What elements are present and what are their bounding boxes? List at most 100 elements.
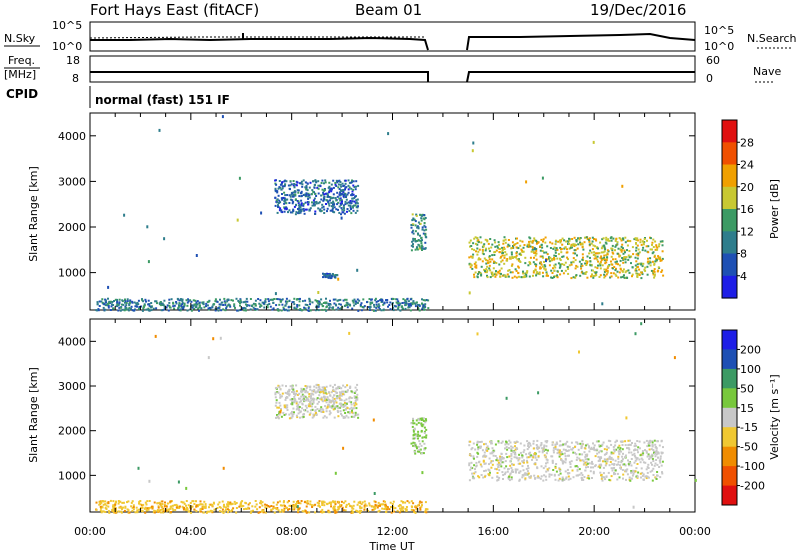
data-cell bbox=[596, 448, 599, 451]
data-cell bbox=[474, 468, 476, 471]
data-cell bbox=[540, 442, 543, 444]
data-cell bbox=[166, 304, 169, 307]
data-cell bbox=[246, 300, 249, 303]
data-cell bbox=[564, 269, 567, 272]
data-cell bbox=[143, 304, 146, 307]
data-cell bbox=[340, 185, 343, 188]
data-cell bbox=[396, 509, 399, 512]
data-cell bbox=[287, 508, 289, 511]
data-cell bbox=[355, 180, 358, 183]
data-cell bbox=[182, 305, 185, 308]
data-cell bbox=[392, 309, 395, 312]
data-cell bbox=[484, 238, 487, 241]
data-cell bbox=[477, 239, 480, 242]
data-cell bbox=[593, 257, 596, 260]
data-cell bbox=[293, 506, 296, 509]
data-cell bbox=[306, 182, 309, 185]
data-cell bbox=[334, 182, 337, 184]
data-cell bbox=[641, 450, 644, 453]
data-cell bbox=[304, 404, 307, 407]
data-cell bbox=[413, 428, 416, 431]
data-cell bbox=[221, 508, 224, 511]
data-cell bbox=[283, 191, 286, 194]
data-cell bbox=[128, 511, 131, 514]
data-cell bbox=[322, 276, 324, 279]
data-cell bbox=[321, 508, 324, 511]
data-cell bbox=[488, 256, 491, 259]
data-cell bbox=[422, 304, 425, 307]
data-cell bbox=[311, 189, 314, 192]
data-cell bbox=[325, 416, 328, 419]
data-cell bbox=[346, 304, 349, 306]
data-cell bbox=[606, 253, 609, 256]
data-cell bbox=[488, 264, 491, 267]
data-cell bbox=[290, 193, 293, 196]
data-cell bbox=[512, 471, 514, 473]
data-cell bbox=[644, 266, 647, 269]
data-cell bbox=[195, 301, 198, 304]
data-cell bbox=[408, 501, 411, 504]
data-cell bbox=[522, 272, 525, 275]
data-cell bbox=[366, 301, 368, 304]
data-cell bbox=[382, 503, 385, 506]
data-cell bbox=[335, 401, 338, 404]
data-cell bbox=[146, 507, 149, 510]
data-cell bbox=[100, 300, 103, 303]
data-cell bbox=[348, 186, 351, 189]
data-cell bbox=[186, 309, 189, 312]
data-cell bbox=[619, 464, 621, 467]
data-cell bbox=[205, 305, 207, 308]
data-cell bbox=[293, 395, 296, 398]
data-cell bbox=[274, 396, 277, 399]
data-cell bbox=[546, 253, 549, 256]
data-cell bbox=[639, 454, 642, 457]
data-cell bbox=[635, 458, 638, 461]
data-cell bbox=[656, 474, 659, 477]
data-cell bbox=[660, 451, 663, 454]
data-cell bbox=[504, 447, 506, 450]
data-cell bbox=[385, 506, 388, 509]
data-cell bbox=[476, 332, 479, 336]
data-cell bbox=[116, 298, 119, 301]
data-cell bbox=[325, 192, 327, 195]
data-cell bbox=[580, 445, 583, 448]
data-cell bbox=[255, 503, 258, 506]
data-cell bbox=[107, 297, 109, 300]
data-cell bbox=[556, 270, 559, 273]
data-cell bbox=[185, 486, 188, 490]
data-cell bbox=[529, 240, 532, 243]
data-cell bbox=[299, 208, 302, 211]
data-cell bbox=[638, 268, 641, 271]
data-cell bbox=[595, 239, 598, 242]
data-cell bbox=[518, 478, 521, 481]
data-cell bbox=[335, 392, 338, 395]
data-cell bbox=[295, 184, 298, 187]
data-cell bbox=[596, 452, 599, 455]
data-cell bbox=[138, 307, 140, 310]
data-cell bbox=[481, 250, 484, 253]
colorbar-cell bbox=[722, 446, 737, 467]
data-cell bbox=[182, 501, 185, 504]
data-cell bbox=[142, 307, 145, 310]
data-cell bbox=[423, 218, 426, 221]
data-cell bbox=[223, 297, 226, 300]
data-cell bbox=[226, 300, 229, 303]
data-cell bbox=[419, 222, 422, 225]
data-cell bbox=[201, 503, 204, 506]
data-cell bbox=[315, 200, 318, 203]
data-cell bbox=[559, 239, 561, 242]
data-cell bbox=[348, 181, 351, 184]
data-cell bbox=[353, 500, 356, 503]
data-cell bbox=[560, 459, 563, 461]
data-cell bbox=[95, 501, 98, 504]
data-cell bbox=[614, 249, 616, 252]
data-cell bbox=[416, 240, 419, 242]
data-cell bbox=[605, 445, 608, 448]
data-cell bbox=[351, 197, 354, 200]
data-cell bbox=[621, 440, 624, 443]
data-cell bbox=[651, 243, 653, 246]
data-cell bbox=[347, 303, 350, 306]
data-cell bbox=[559, 440, 562, 443]
data-cell bbox=[306, 304, 309, 306]
data-cell bbox=[133, 301, 136, 304]
